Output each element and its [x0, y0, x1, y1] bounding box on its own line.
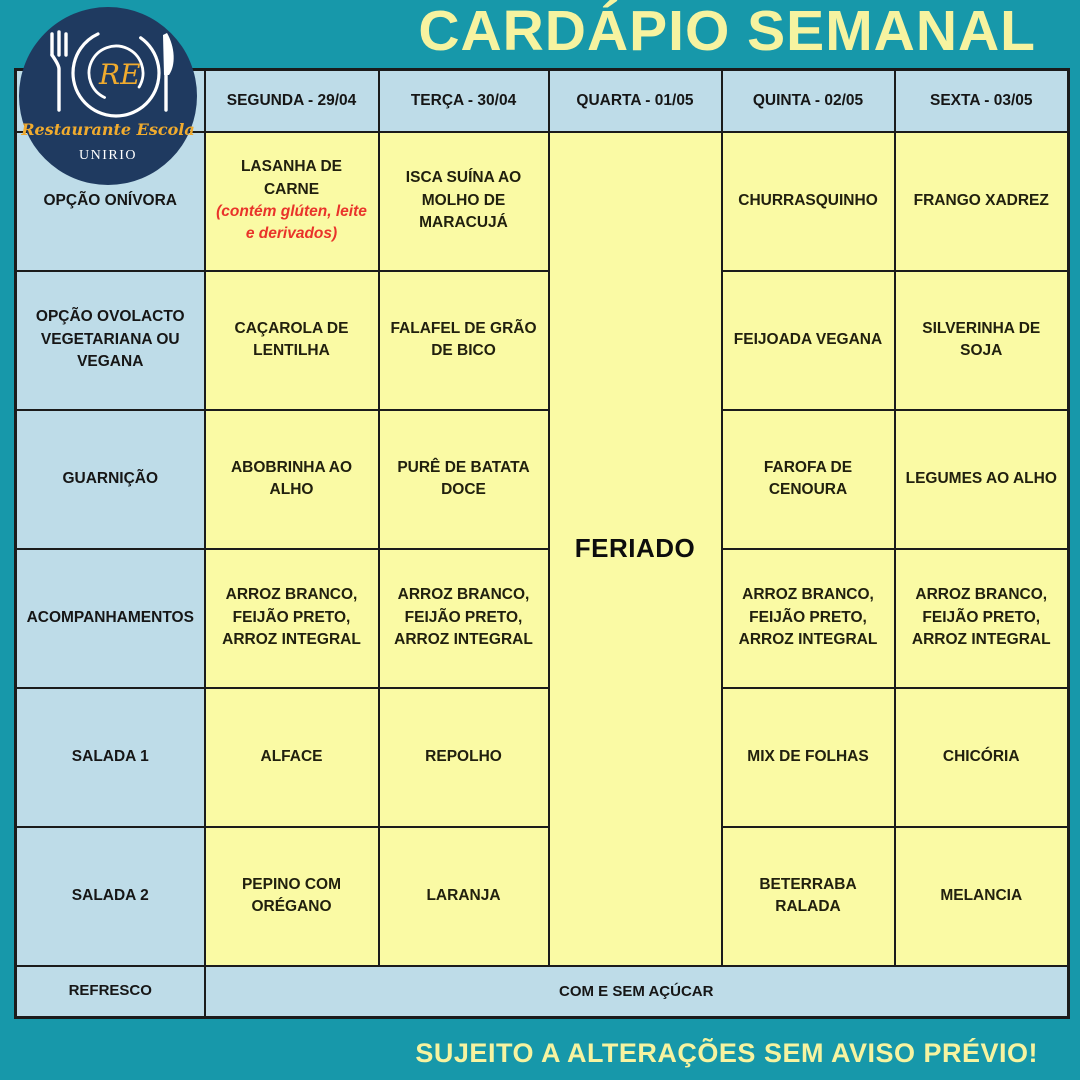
plate-outer-rim [71, 28, 161, 118]
logo-org: UNIRIO [79, 148, 137, 163]
row-refresco: REFRESCO COM E SEM AÇÚCAR [14, 964, 1070, 1019]
footer-disclaimer: SUJEITO A ALTERAÇÕES SEM AVISO PRÉVIO! [415, 1038, 1038, 1068]
row-salada-1: SALADA 1 ALFACE REPOLHO MIX DE FOLHAS CH… [14, 686, 1070, 828]
row-ovolacto-vegana: OPÇÃO OVOLACTO VEGETARIANA OU VEGANA CAÇ… [14, 269, 1070, 411]
logo-graphic: RE [19, 7, 197, 185]
row-label-salada-1: SALADA 1 [14, 686, 206, 828]
cell-salada2-quinta: BETERRABA RALADA [720, 825, 896, 967]
cell-ovolacto-terca: FALAFEL DE GRÃO DE BICO [377, 269, 550, 411]
menu-table: SEGUNDA - 29/04 TERÇA - 30/04 QUARTA - 0… [14, 68, 1070, 1019]
cell-refresco-value: COM E SEM AÇÚCAR [203, 964, 1070, 1019]
cell-onivora-terca: ISCA SUÍNA AO MOLHO DE MARACUJÁ [377, 130, 550, 272]
cell-onivora-sexta: FRANGO XADREZ [893, 130, 1070, 272]
cell-ovolacto-sexta: SILVERINHA DE SOJA [893, 269, 1070, 411]
cell-ovolacto-quinta: FEIJOADA VEGANA [720, 269, 896, 411]
cell-salada1-terca: REPOLHO [377, 686, 550, 828]
row-label-refresco: REFRESCO [14, 964, 206, 1019]
row-opcao-onivora: OPÇÃO ONÍVORA LASANHA DE CARNE (contém g… [14, 130, 1070, 967]
row-guarnicao: GUARNIÇÃO ABOBRINHA AO ALHO PURÊ DE BATA… [14, 408, 1070, 550]
cell-salada2-sexta: MELANCIA [893, 825, 1070, 967]
dish-name: LASANHA DE CARNE [240, 158, 343, 198]
cell-salada1-segunda: ALFACE [203, 686, 380, 828]
cell-onivora-quinta: CHURRASQUINHO [720, 130, 896, 272]
cell-salada1-quinta: MIX DE FOLHAS [720, 686, 896, 828]
holiday-cell: FERIADO [547, 130, 723, 967]
knife-icon [163, 33, 174, 112]
cell-acompanhamentos-segunda: ARROZ BRANCO, FEIJÃO PRETO, ARROZ INTEGR… [203, 547, 380, 689]
poster-title: CARDÁPIO SEMANAL [418, 0, 1036, 63]
logo-name: Restaurante Escola [21, 120, 195, 139]
cell-guarnicao-terca: PURÊ DE BATATA DOCE [377, 408, 550, 550]
cell-guarnicao-sexta: LEGUMES AO ALHO [893, 408, 1070, 550]
cell-acompanhamentos-sexta: ARROZ BRANCO, FEIJÃO PRETO, ARROZ INTEGR… [893, 547, 1070, 689]
cell-guarnicao-segunda: ABOBRINHA AO ALHO [203, 408, 380, 550]
cell-onivora-segunda: LASANHA DE CARNE (contém glúten, leite e… [203, 130, 380, 272]
cell-acompanhamentos-quinta: ARROZ BRANCO, FEIJÃO PRETO, ARROZ INTEGR… [720, 547, 896, 689]
day-header-sexta: SEXTA - 03/05 [893, 68, 1070, 133]
day-header-quarta: QUARTA - 01/05 [547, 68, 723, 133]
restaurant-logo: RE Restaurante Escola UNIRIO [19, 7, 197, 185]
cell-salada2-segunda: PEPINO COM ORÉGANO [203, 825, 380, 967]
logo-initials: RE [98, 58, 141, 91]
day-header-terca: TERÇA - 30/04 [377, 68, 550, 133]
row-acompanhamentos: ACOMPANHAMENTOS ARROZ BRANCO, FEIJÃO PRE… [14, 547, 1070, 689]
cell-salada2-terca: LARANJA [377, 825, 550, 967]
row-label-salada-2: SALADA 2 [14, 825, 206, 967]
plate-inner-rim [87, 44, 145, 102]
cell-acompanhamentos-terca: ARROZ BRANCO, FEIJÃO PRETO, ARROZ INTEGR… [377, 547, 550, 689]
fork-icon [50, 30, 68, 112]
row-label-acompanhamentos: ACOMPANHAMENTOS [14, 547, 206, 689]
allergen-note: (contém glúten, leite e derivados) [216, 203, 367, 243]
row-label-ovolacto-vegana: OPÇÃO OVOLACTO VEGETARIANA OU VEGANA [14, 269, 206, 411]
cell-guarnicao-quinta: FAROFA DE CENOURA [720, 408, 896, 550]
day-header-quinta: QUINTA - 02/05 [720, 68, 896, 133]
cell-ovolacto-segunda: CAÇAROLA DE LENTILHA [203, 269, 380, 411]
cell-salada1-sexta: CHICÓRIA [893, 686, 1070, 828]
row-label-guarnicao: GUARNIÇÃO [14, 408, 206, 550]
row-salada-2: SALADA 2 PEPINO COM ORÉGANO LARANJA BETE… [14, 825, 1070, 967]
day-header-segunda: SEGUNDA - 29/04 [203, 68, 380, 133]
